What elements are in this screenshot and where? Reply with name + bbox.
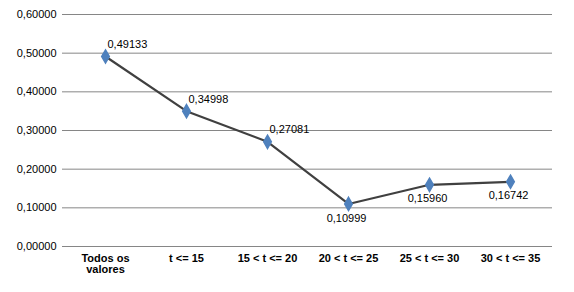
svg-text:Todos osvalores: Todos osvalores — [81, 252, 129, 275]
svg-text:0,00000: 0,00000 — [17, 240, 57, 252]
svg-text:30 < t <= 35: 30 < t <= 35 — [481, 252, 541, 264]
svg-text:0,49133: 0,49133 — [108, 38, 148, 50]
svg-text:0,27081: 0,27081 — [270, 123, 310, 135]
svg-text:0,10000: 0,10000 — [17, 201, 57, 213]
svg-text:0,20000: 0,20000 — [17, 163, 57, 175]
svg-text:0,34998: 0,34998 — [189, 93, 229, 105]
svg-text:0,15960: 0,15960 — [408, 192, 448, 204]
svg-text:0,50000: 0,50000 — [17, 47, 57, 59]
svg-text:0,30000: 0,30000 — [17, 124, 57, 136]
svg-text:20 < t <= 25: 20 < t <= 25 — [319, 252, 379, 264]
svg-text:0,40000: 0,40000 — [17, 85, 57, 97]
svg-text:t <= 15: t <= 15 — [169, 252, 204, 264]
svg-text:25 < t <= 30: 25 < t <= 30 — [400, 252, 460, 264]
svg-text:15 < t <= 20: 15 < t <= 20 — [238, 252, 298, 264]
svg-text:0,60000: 0,60000 — [17, 8, 57, 20]
svg-text:0,10999: 0,10999 — [327, 211, 367, 223]
svg-text:0,16742: 0,16742 — [489, 189, 529, 201]
